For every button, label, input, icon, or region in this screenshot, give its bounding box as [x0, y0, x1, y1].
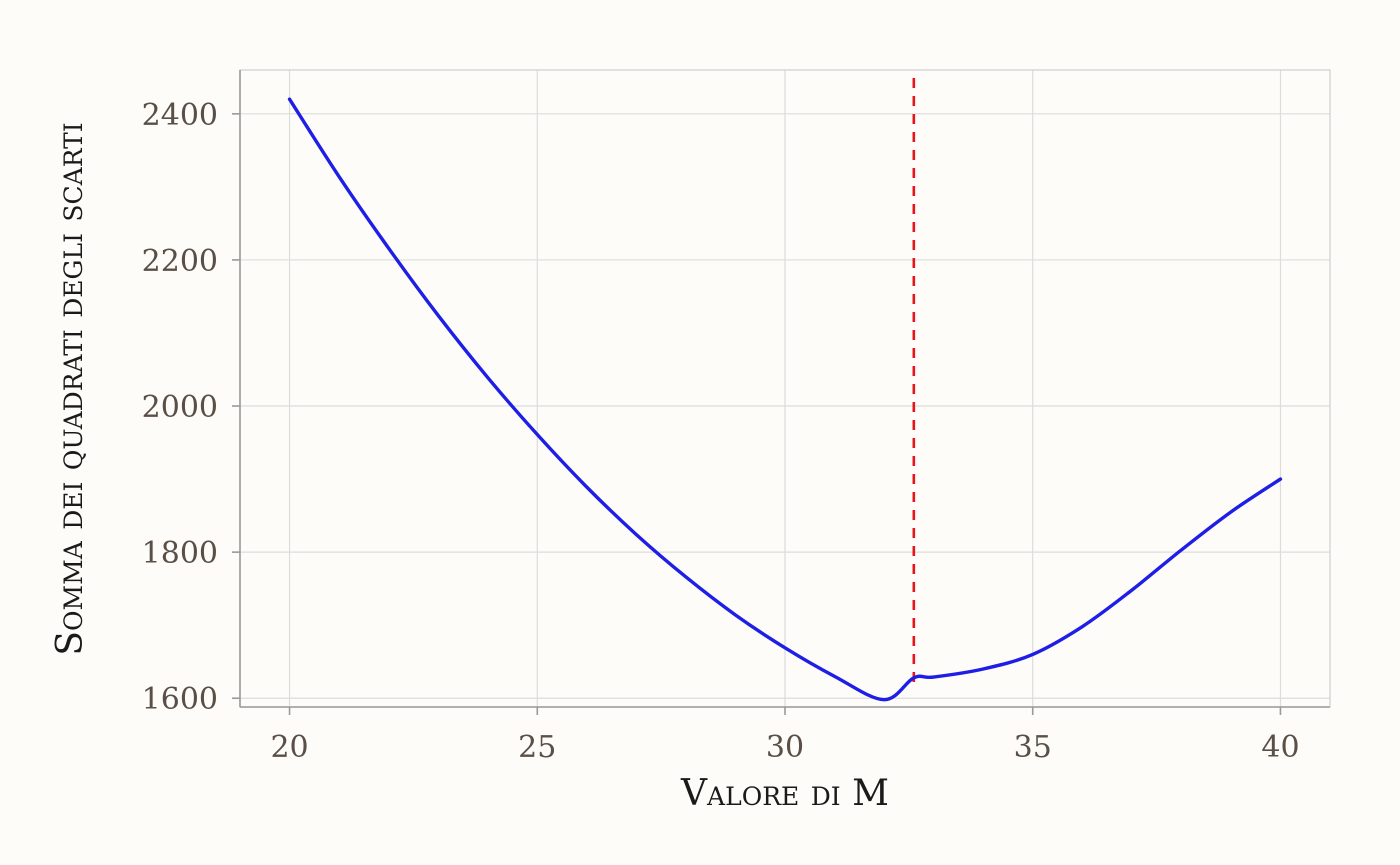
y-tick-label: 1800	[142, 536, 218, 571]
x-tick-label: 40	[1261, 730, 1299, 765]
series-line	[287, 97, 1283, 702]
tick-label-layer: 20 25 30 35 40 1600 1800 2000 2200 2400	[142, 98, 1300, 765]
series-layer	[287, 97, 1283, 702]
x-axis-title: Valore di M	[680, 773, 889, 814]
y-tick-label: 2000	[142, 390, 218, 425]
y-tick-label: 1600	[142, 682, 218, 717]
y-axis-title: Somma dei quadrati degli scarti	[50, 122, 91, 655]
x-tick-label: 30	[766, 730, 804, 765]
grid-layer	[240, 70, 1330, 707]
x-tick-label: 20	[270, 730, 308, 765]
axis-layer	[232, 70, 1330, 715]
y-tick-label: 2400	[142, 98, 218, 133]
x-tick-label: 25	[518, 730, 556, 765]
y-tick-label: 2200	[142, 244, 218, 279]
x-tick-label: 35	[1014, 730, 1052, 765]
